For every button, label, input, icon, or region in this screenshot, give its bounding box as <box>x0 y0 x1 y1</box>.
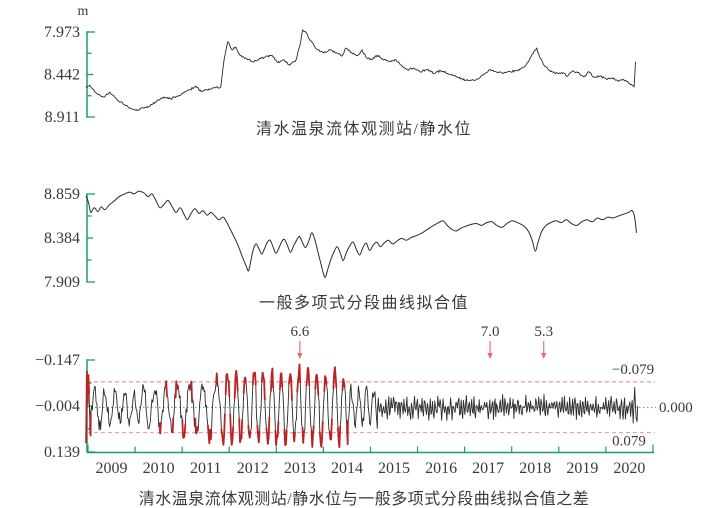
annotation-arrowhead-icon <box>487 353 493 359</box>
x-tick-label: 2009 <box>96 460 128 477</box>
panel3-title: 清水温泉流体观测站/静水位与一般多项式分段曲线拟合值之差 <box>138 491 590 508</box>
x-tick-label: 2011 <box>190 460 221 477</box>
annotation-magnitude-5.3: 5.3 <box>534 324 553 340</box>
threshold-label-upper: −0.079 <box>612 362 654 378</box>
zero-line-label: 0.000 <box>659 400 693 416</box>
annotation-magnitude-6.6: 6.6 <box>290 324 309 340</box>
x-tick-label: 2014 <box>331 460 363 477</box>
x-tick-label: 2019 <box>566 460 598 477</box>
panel1-title: 清水温泉流体观测站/静水位 <box>256 121 472 138</box>
panel2-title: 一般多项式分段曲线拟合值 <box>258 295 469 312</box>
y-tick-label-panel2: 8.859 <box>44 186 80 203</box>
y-tick-label-panel3: 0.139 <box>44 444 80 461</box>
y-tick-label-panel1: 7.973 <box>44 24 80 41</box>
annotation-arrowhead-icon <box>297 353 303 359</box>
x-tick-label: 2018 <box>519 460 551 477</box>
y-tick-label-panel3: −0.147 <box>35 352 80 369</box>
y-tick-label-panel3: −0.004 <box>35 398 80 415</box>
y-tick-label-panel2: 7.909 <box>44 274 80 291</box>
y-tick-label-panel2: 8.384 <box>44 230 80 247</box>
x-tick-label: 2012 <box>237 460 269 477</box>
x-tick-label: 2017 <box>472 460 504 477</box>
x-tick-label: 2020 <box>613 460 645 477</box>
y-axis-unit-label: m <box>77 4 89 19</box>
x-tick-label: 2013 <box>284 460 316 477</box>
threshold-label-lower: 0.079 <box>612 434 646 450</box>
x-tick-label: 2010 <box>143 460 175 477</box>
annotation-magnitude-7.0: 7.0 <box>481 324 500 340</box>
residual-exceedance-segments <box>85 363 349 448</box>
x-tick-label: 2016 <box>425 460 457 477</box>
residual-series-line <box>85 363 639 449</box>
x-tick-label: 2015 <box>378 460 410 477</box>
y-tick-label-panel1: 8.911 <box>45 109 80 126</box>
y-tick-label-panel1: 8.442 <box>44 67 80 84</box>
fitted-series-line <box>85 190 637 278</box>
observed-series-line <box>85 29 636 112</box>
annotation-arrowhead-icon <box>541 353 547 359</box>
